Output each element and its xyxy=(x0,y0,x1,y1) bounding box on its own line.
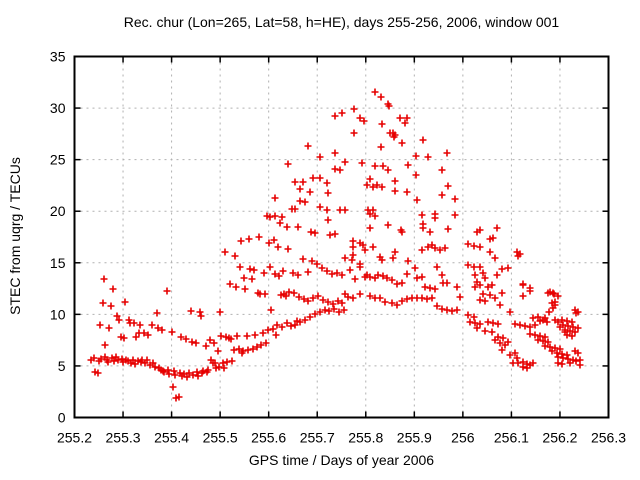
x-tick-label: 255.9 xyxy=(397,430,432,446)
y-tick-label: 0 xyxy=(58,410,66,426)
chart-title: Rec. chur (Lon=265, Lat=58, h=HE), days … xyxy=(123,14,560,30)
x-axis-label: GPS time / Days of year 2006 xyxy=(248,452,435,468)
y-tick-label: 5 xyxy=(58,358,66,374)
y-tick-label: 20 xyxy=(50,203,66,219)
x-tick-label: 256.2 xyxy=(542,430,577,446)
scatter-series xyxy=(87,88,584,402)
x-tick-label: 256.1 xyxy=(494,430,529,446)
y-tick-label: 10 xyxy=(50,306,66,322)
y-tick-label: 30 xyxy=(50,100,66,116)
y-tick-label: 25 xyxy=(50,152,66,168)
x-tick-label: 255.4 xyxy=(154,430,189,446)
x-tick-label: 256 xyxy=(451,430,475,446)
x-tick-label: 256.3 xyxy=(591,430,626,446)
x-tick-label: 255.7 xyxy=(300,430,335,446)
x-tick-label: 255.3 xyxy=(106,430,141,446)
data-point-markers xyxy=(87,88,584,402)
x-tick-label: 255.5 xyxy=(203,430,238,446)
plot-frame xyxy=(73,55,610,419)
x-tick-label: 255.2 xyxy=(57,430,92,446)
y-tick-label: 35 xyxy=(50,49,66,65)
y-tick-label: 15 xyxy=(50,255,66,271)
x-tick-label: 255.6 xyxy=(251,430,286,446)
x-tick-label: 255.8 xyxy=(348,430,383,446)
